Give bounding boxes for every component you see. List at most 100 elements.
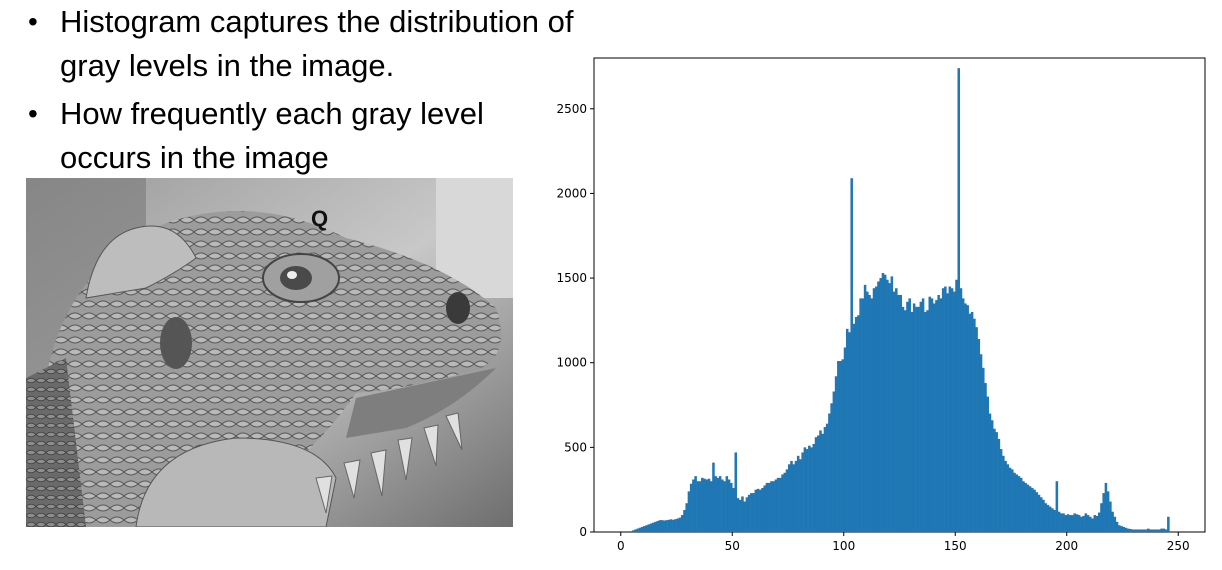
histogram-bar (919, 301, 923, 532)
histogram-bar (901, 306, 905, 532)
histogram-bar (948, 286, 952, 532)
histogram-bar (1124, 527, 1128, 532)
histogram-bar (892, 291, 896, 532)
histogram-bar (857, 315, 860, 532)
histogram-bar (1006, 464, 1010, 532)
histogram-bar (752, 493, 755, 532)
histogram-bar (1155, 529, 1159, 532)
histogram-bar (788, 464, 791, 532)
image-overlay-letter: Q (311, 206, 329, 231)
histogram-bar (995, 432, 998, 532)
histogram-bar (667, 519, 671, 532)
histogram-bar (1142, 529, 1146, 532)
histogram-bar (961, 298, 965, 532)
histogram-bar (638, 527, 642, 532)
x-tick-label: 250 (1167, 539, 1190, 553)
histogram-bar (968, 313, 972, 532)
histogram-bar (1071, 515, 1074, 532)
histogram-bar (1048, 506, 1052, 532)
histogram-bar (651, 522, 655, 532)
histogram-bar (1160, 528, 1163, 532)
histogram-bar (1144, 529, 1148, 532)
histogram-bar (725, 476, 729, 532)
histogram-bar (950, 288, 954, 532)
histogram-bar (1106, 491, 1110, 532)
x-tick-label: 0 (617, 539, 625, 553)
histogram-bar (890, 276, 894, 532)
bullet-dot-icon: • (28, 98, 38, 129)
histogram-bar (1133, 529, 1137, 532)
histogram-bar (990, 420, 994, 532)
histogram-bar (1068, 515, 1072, 532)
histogram-bar (928, 296, 932, 532)
histogram-bar (665, 520, 668, 532)
histogram-bar (1084, 513, 1088, 532)
histogram-bar (1055, 481, 1059, 532)
histogram-bar (1097, 512, 1101, 532)
histogram-bar (658, 520, 662, 532)
histogram-bar (714, 476, 717, 532)
histogram-bar (926, 310, 929, 532)
histogram-bar (765, 482, 769, 532)
histogram-bar (799, 459, 802, 532)
histogram-bars (629, 68, 1170, 532)
histogram-bar (921, 298, 925, 532)
histogram-bar (1102, 493, 1105, 532)
histogram-bar (1073, 513, 1076, 532)
histogram-bar (770, 481, 773, 532)
histogram-bar (912, 303, 916, 532)
histogram-bar (701, 477, 704, 532)
histogram-bar (1093, 515, 1097, 532)
histogram-bar (747, 494, 751, 532)
histogram-bar (866, 291, 869, 532)
y-tick-label: 1000 (556, 356, 587, 370)
histogram-bar (707, 478, 711, 532)
histogram-bar (1064, 515, 1068, 532)
histogram-bar (935, 300, 938, 532)
histogram-bar (629, 531, 633, 532)
histogram-bar (886, 279, 889, 532)
y-tick-label: 2000 (556, 186, 587, 200)
histogram-bar (656, 521, 659, 532)
histogram-bar (1033, 489, 1036, 532)
histogram-bar (877, 281, 880, 532)
histogram-bar (957, 68, 961, 532)
histogram-bar (861, 298, 865, 532)
histogram-bar (796, 455, 800, 532)
histogram-bar (944, 286, 947, 532)
histogram-bar (982, 367, 985, 532)
y-tick-label: 0 (579, 525, 587, 539)
histogram-bar (1138, 529, 1141, 532)
histogram-bar (830, 403, 833, 532)
histogram-bar (841, 359, 845, 532)
histogram-bar (915, 306, 918, 532)
histogram-bar (808, 445, 811, 532)
histogram-bar (696, 481, 700, 532)
histogram-bar (678, 517, 682, 532)
histogram-bar (823, 427, 827, 532)
histogram-bar (723, 481, 726, 532)
histogram-bar (946, 293, 949, 532)
histogram-bar (1167, 516, 1170, 532)
histogram-bar (917, 306, 920, 532)
histogram-bar (1164, 529, 1168, 532)
histogram-bar (1147, 528, 1150, 532)
histogram-bar (1051, 508, 1054, 532)
histogram-bar (1140, 529, 1143, 532)
histogram-bar (1089, 516, 1092, 532)
histogram-bar (984, 383, 987, 532)
histogram-bar (1153, 529, 1157, 532)
histogram-bar (937, 295, 940, 532)
histogram-bar (692, 479, 695, 532)
histogram-bar (863, 284, 867, 532)
histogram-bar (763, 485, 766, 532)
histogram-bar (776, 477, 780, 532)
histogram-bar (801, 452, 804, 532)
histogram-bar (1057, 511, 1061, 532)
histogram-bar (932, 303, 936, 532)
iguana-photo: Q (26, 178, 513, 527)
histogram-bar (832, 391, 836, 532)
histogram-bar (993, 428, 996, 532)
bullet-item: • How frequently each gray level occurs … (22, 92, 582, 180)
histogram-bar (1162, 528, 1166, 532)
